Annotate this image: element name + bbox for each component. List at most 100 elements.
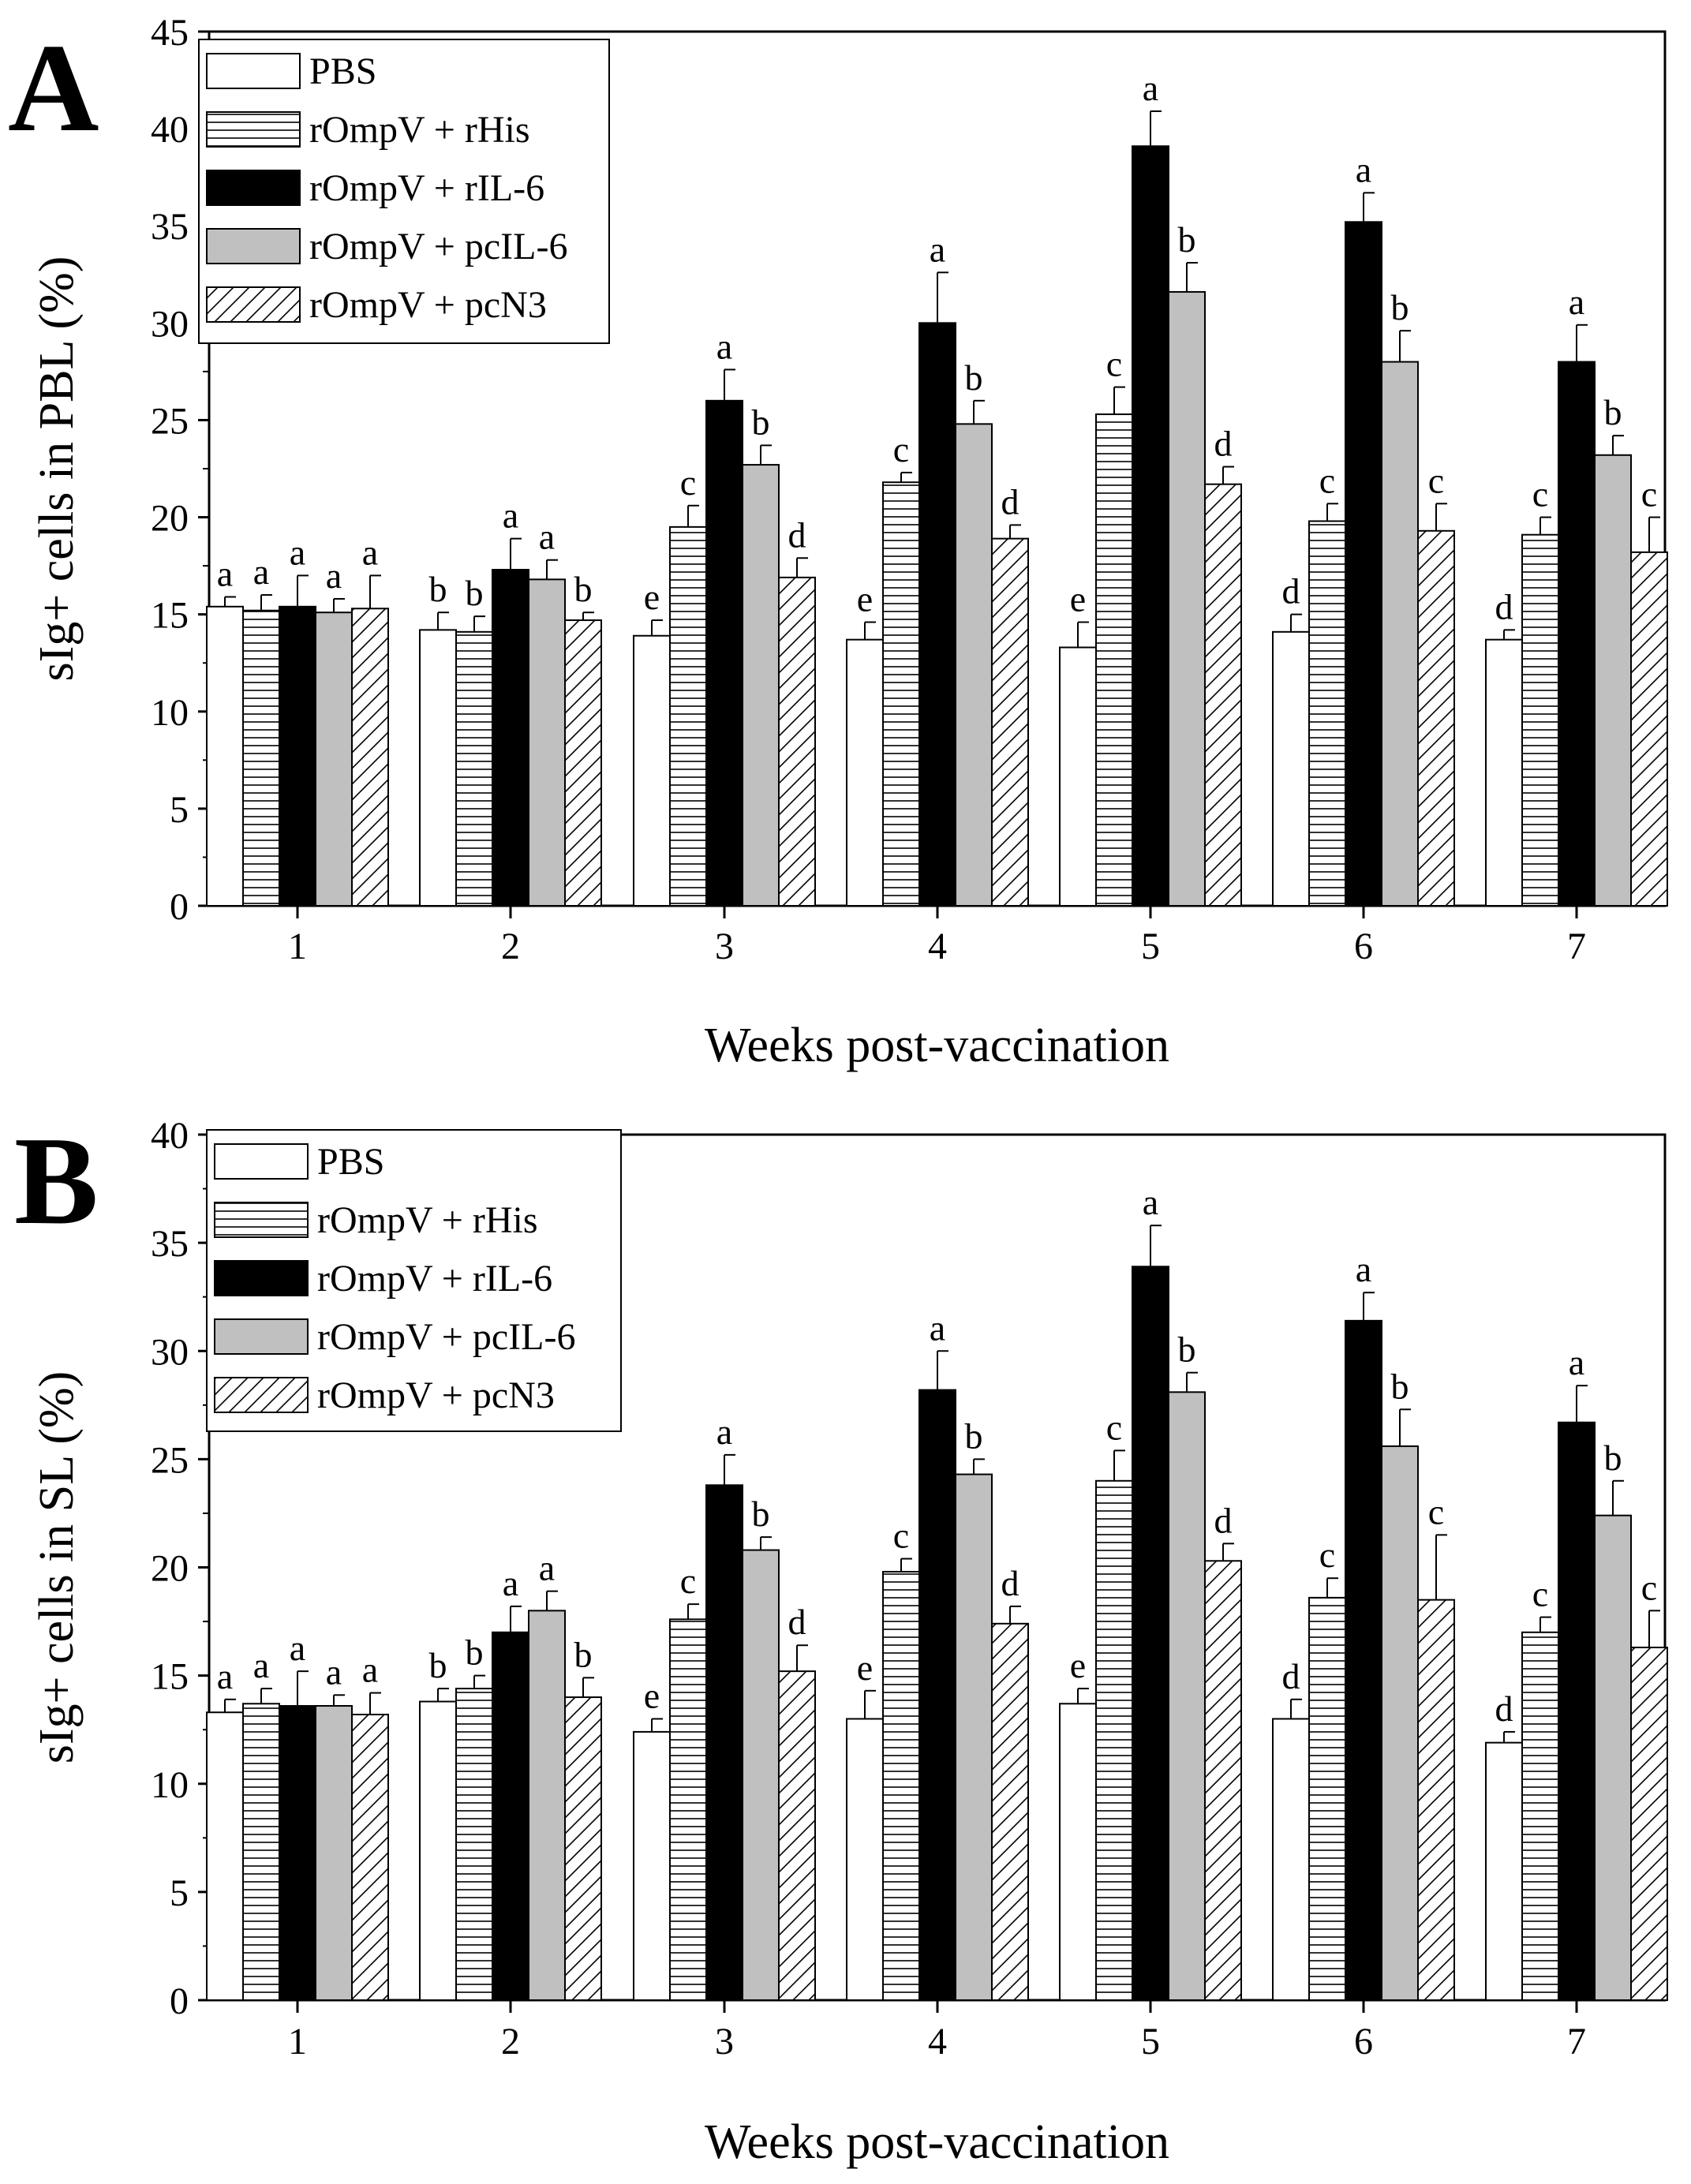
bar: [1168, 290, 1206, 907]
bar: [315, 1705, 353, 2002]
significance-letter: b: [1178, 1329, 1196, 1370]
significance-letter: c: [1106, 1407, 1122, 1447]
significance-letter: c: [1428, 460, 1444, 500]
bar: [955, 1473, 993, 2001]
bar: [351, 608, 389, 907]
significance-letter: d: [788, 1602, 806, 1642]
significance-letter: c: [1428, 1491, 1444, 1531]
bar: [528, 1610, 566, 2001]
significance-letter: a: [1569, 282, 1584, 322]
x-tick-label: 3: [715, 926, 734, 967]
y-tick-label: 40: [151, 109, 189, 151]
x-tick-label: 1: [288, 926, 307, 967]
significance-letter: c: [680, 1561, 696, 1601]
bar: [492, 1631, 529, 2001]
significance-letter: d: [1282, 1656, 1300, 1696]
bar: [633, 634, 671, 907]
x-tick-label: 2: [501, 2021, 520, 2062]
legend-swatch: [206, 111, 301, 148]
bar: [1594, 1514, 1632, 2002]
bar: [1059, 646, 1097, 907]
significance-letter: a: [253, 552, 269, 592]
significance-letter: a: [1356, 149, 1371, 189]
y-tick-label: 35: [151, 206, 189, 248]
bar: [1204, 483, 1242, 907]
significance-letter: a: [362, 532, 378, 572]
significance-letter: b: [466, 573, 484, 613]
bar: [669, 525, 707, 907]
bar: [564, 1696, 602, 2002]
bar: [419, 1700, 457, 2001]
legend-label: PBS: [309, 50, 376, 92]
significance-letter: e: [857, 1647, 873, 1688]
bar: [882, 1570, 920, 2001]
significance-letter: d: [1495, 1688, 1513, 1729]
y-tick-label: 25: [151, 1439, 189, 1481]
bar: [242, 1703, 280, 2002]
y-tick-label: 45: [151, 12, 189, 54]
bar: [1521, 1631, 1559, 2001]
legend-label: rOmpV + pcN3: [317, 1374, 555, 1416]
y-tick-label: 10: [151, 1764, 189, 1806]
bar: [742, 464, 780, 907]
bar: [633, 1730, 671, 2001]
significance-letter: b: [965, 357, 983, 398]
legend-label: rOmpV + pcN3: [309, 284, 547, 326]
bar: [1558, 361, 1596, 907]
significance-letter: a: [1143, 1182, 1158, 1222]
y-tick-label: 5: [170, 1872, 189, 1914]
bar: [705, 399, 743, 907]
y-tick-label: 30: [151, 1331, 189, 1373]
significance-letter: c: [1319, 1535, 1335, 1575]
significance-letter: c: [1319, 460, 1335, 500]
bar: [955, 423, 993, 907]
bar: [279, 1705, 316, 2002]
y-axis-title: sIg+ cells in PBL (%): [30, 256, 84, 682]
legend-label: rOmpV + pcIL-6: [309, 226, 567, 267]
significance-letter: a: [326, 1651, 342, 1692]
significance-letter: d: [1214, 424, 1233, 464]
significance-letter: b: [574, 1634, 593, 1674]
significance-letter: d: [1001, 1563, 1019, 1603]
legend-label: rOmpV + pcIL-6: [317, 1316, 575, 1358]
significance-letter: d: [788, 514, 806, 555]
bar: [1204, 1560, 1242, 2001]
bar: [351, 1713, 389, 2001]
significance-letter: c: [1641, 474, 1657, 514]
bar: [206, 605, 244, 907]
significance-letter: c: [1532, 1574, 1548, 1614]
bar: [1168, 1391, 1206, 2002]
significance-letter: c: [1532, 474, 1548, 514]
bar: [279, 605, 316, 907]
bar: [1095, 413, 1133, 907]
panel-a-letter: A: [8, 17, 99, 158]
significance-letter: b: [1604, 392, 1622, 432]
significance-letter: e: [1070, 1645, 1086, 1685]
y-tick-label: 25: [151, 400, 189, 442]
significance-letter: a: [326, 555, 342, 596]
legend-swatch: [206, 228, 301, 264]
significance-letter: a: [290, 532, 305, 572]
significance-letter: a: [1143, 68, 1158, 108]
significance-letter: a: [539, 517, 555, 557]
y-tick-label: 10: [151, 692, 189, 734]
bar: [1417, 529, 1455, 907]
y-tick-label: 40: [151, 1115, 189, 1157]
bar: [669, 1618, 707, 2002]
x-tick-label: 7: [1567, 926, 1586, 967]
y-tick-label: 5: [170, 789, 189, 831]
significance-letter: a: [930, 229, 945, 269]
bar: [1381, 361, 1419, 907]
significance-letter: b: [574, 569, 593, 609]
legend-swatch: [214, 1260, 309, 1296]
significance-letter: b: [429, 1645, 447, 1685]
bar: [778, 1670, 816, 2001]
significance-letter: a: [217, 1656, 233, 1696]
significance-letter: c: [893, 429, 909, 469]
significance-letter: a: [253, 1645, 269, 1685]
significance-letter: a: [1569, 1342, 1584, 1382]
panel-b-letter: B: [14, 1110, 99, 1251]
significance-letter: b: [1391, 287, 1409, 327]
legend-label: rOmpV + rIL-6: [317, 1258, 552, 1300]
bar: [1630, 1646, 1668, 2001]
